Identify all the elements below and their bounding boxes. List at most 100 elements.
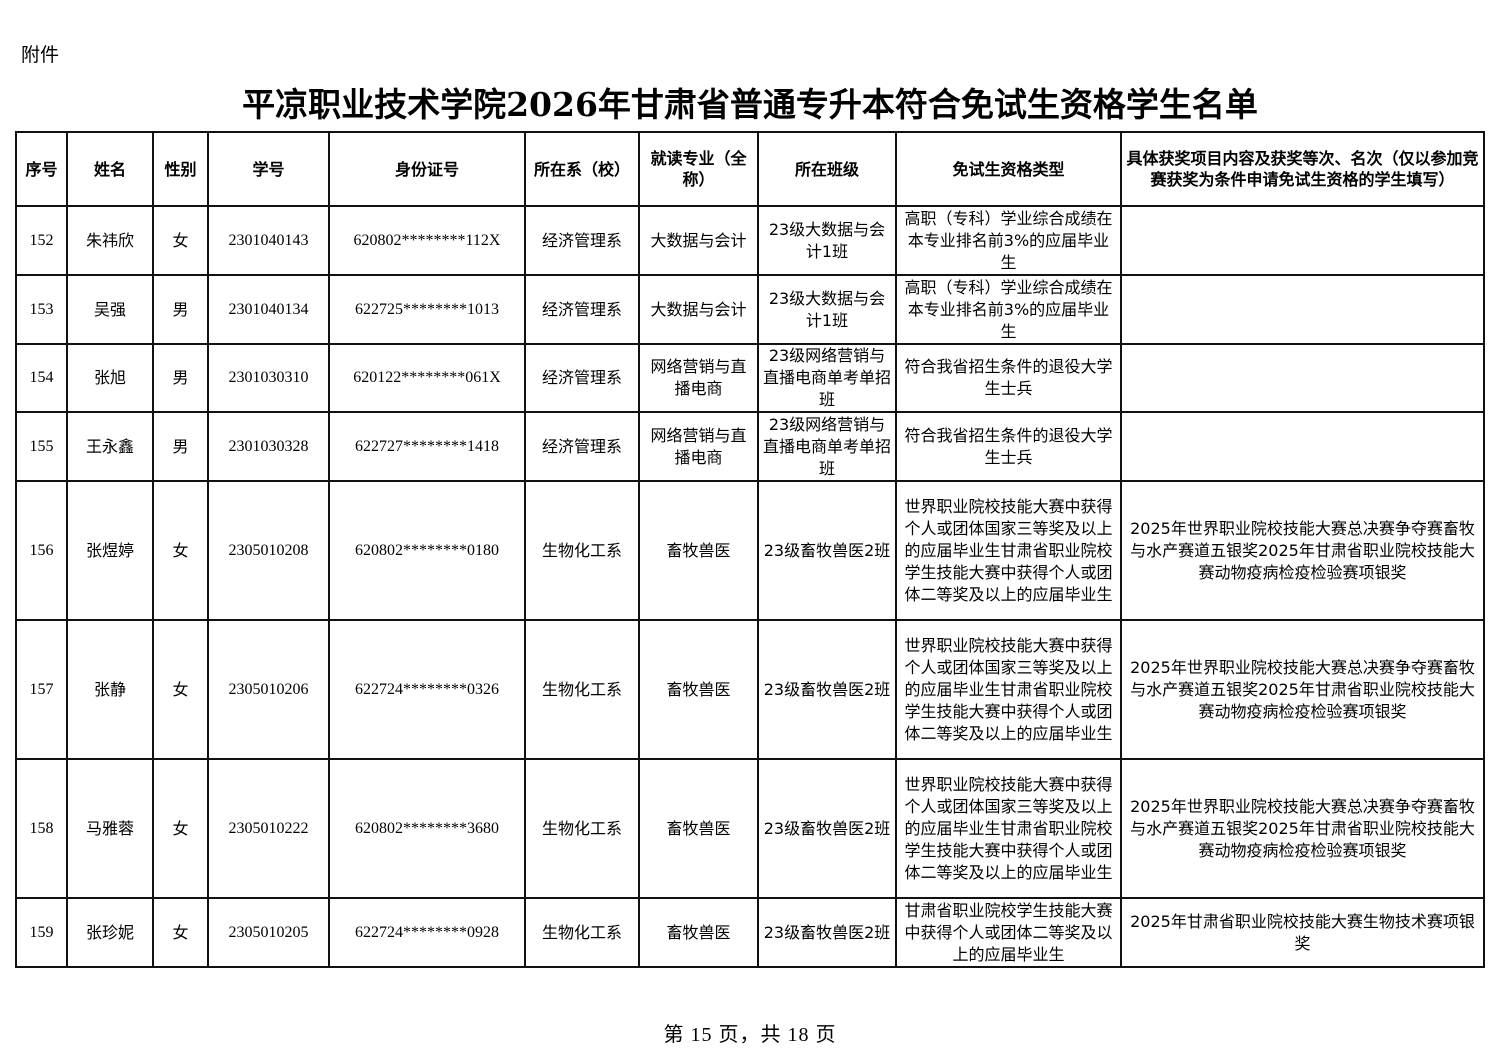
cell-student-id: 2301030310: [207, 343, 330, 413]
cell-seq: 153: [15, 274, 68, 345]
cell-id-number: 620802********3680: [328, 758, 526, 899]
cell-gender: 女: [152, 205, 209, 276]
cell-qualification-type: 世界职业院校技能大赛中获得个人或团体国家三等奖及以上的应届毕业生甘肃省职业院校学…: [895, 758, 1122, 899]
cell-qualification-type: 高职（专科）学业综合成绩在本专业排名前3%的应届毕业生: [895, 205, 1122, 276]
header-col-gender: 性别: [152, 131, 209, 207]
header-col-id-number: 身份证号: [328, 131, 526, 207]
cell-class: 23级网络营销与直播电商单考单招班: [757, 343, 897, 413]
cell-class: 23级畜牧兽医2班: [757, 897, 897, 968]
cell-department: 生物化工系: [524, 619, 640, 760]
header-col-major: 就读专业（全称）: [638, 131, 759, 207]
cell-major: 畜牧兽医: [638, 480, 759, 621]
cell-qualification-type: 世界职业院校技能大赛中获得个人或团体国家三等奖及以上的应届毕业生甘肃省职业院校学…: [895, 480, 1122, 621]
cell-major: 畜牧兽医: [638, 758, 759, 899]
cell-department: 经济管理系: [524, 274, 640, 345]
header-col-department: 所在系（校）: [524, 131, 640, 207]
cell-award-details: [1120, 205, 1485, 276]
table-row: 155 王永鑫男 2301030328 622727********1418 经济管理系…: [15, 411, 1485, 482]
cell-department: 经济管理系: [524, 343, 640, 413]
cell-major: 大数据与会计: [638, 274, 759, 345]
cell-class: 23级大数据与会计1班: [757, 205, 897, 276]
cell-major: 畜牧兽医: [638, 897, 759, 968]
table-row: 154 张旭男 2301030310 620122********061X 经济管理系网…: [15, 343, 1485, 413]
cell-id-number: 620122********061X: [328, 343, 526, 413]
cell-department: 生物化工系: [524, 897, 640, 968]
cell-major: 畜牧兽医: [638, 619, 759, 760]
table-row: 152 朱祎欣女 2301040143 620802********112X 经济管理系…: [15, 205, 1485, 276]
header-col-award-details: 具体获奖项目内容及获奖等次、名次（仅以参加竞赛获奖为条件申请免试生资格的学生填写…: [1120, 131, 1485, 207]
attachment-label: 附件: [21, 44, 60, 66]
cell-qualification-type: 符合我省招生条件的退役大学生士兵: [895, 343, 1122, 413]
header-col-class: 所在班级: [757, 131, 897, 207]
cell-seq: 156: [15, 480, 68, 621]
cell-name: 吴强: [66, 274, 154, 345]
cell-gender: 女: [152, 758, 209, 899]
cell-name: 张旭: [66, 343, 154, 413]
header-col-student-id: 学号: [207, 131, 330, 207]
cell-award-details: [1120, 411, 1485, 482]
cell-class: 23级畜牧兽医2班: [757, 619, 897, 760]
table-row: 153 吴强男 2301040134 622725********1013 经济管理系大…: [15, 274, 1485, 345]
cell-department: 生物化工系: [524, 480, 640, 621]
cell-seq: 157: [15, 619, 68, 760]
cell-qualification-type: 甘肃省职业院校学生技能大赛中获得个人或团体二等奖及以上的应届毕业生: [895, 897, 1122, 968]
cell-award-details: 2025年甘肃省职业院校技能大赛生物技术赛项银奖: [1120, 897, 1485, 968]
cell-id-number: 622724********0326: [328, 619, 526, 760]
cell-award-details: [1120, 343, 1485, 413]
cell-student-id: 2305010208: [207, 480, 330, 621]
cell-award-details: 2025年世界职业院校技能大赛总决赛争夺赛畜牧与水产赛道五银奖2025年甘肃省职…: [1120, 480, 1485, 621]
cell-id-number: 620802********112X: [328, 205, 526, 276]
table-row: 156 张煜婷女 2305010208 620802********0180 生物化工系…: [15, 480, 1485, 621]
header-col-name: 姓名: [66, 131, 154, 207]
cell-id-number: 622724********0928: [328, 897, 526, 968]
cell-gender: 女: [152, 480, 209, 621]
cell-qualification-type: 世界职业院校技能大赛中获得个人或团体国家三等奖及以上的应届毕业生甘肃省职业院校学…: [895, 619, 1122, 760]
cell-department: 经济管理系: [524, 205, 640, 276]
cell-qualification-type: 高职（专科）学业综合成绩在本专业排名前3%的应届毕业生: [895, 274, 1122, 345]
cell-seq: 159: [15, 897, 68, 968]
cell-department: 经济管理系: [524, 411, 640, 482]
cell-student-id: 2305010205: [207, 897, 330, 968]
cell-id-number: 622727********1418: [328, 411, 526, 482]
cell-name: 朱祎欣: [66, 205, 154, 276]
cell-department: 生物化工系: [524, 758, 640, 899]
cell-seq: 154: [15, 343, 68, 413]
table-row: 158 马雅蓉女 2305010222 620802********3680 生物化工系…: [15, 758, 1485, 899]
table-row: 159 张珍妮女 2305010205 622724********0928 生物化工系…: [15, 897, 1485, 968]
cell-name: 王永鑫: [66, 411, 154, 482]
table-header-row: 序号 姓名 性别 学号 身份证号 所在系（校） 就读专业（全称） 所在班级 免试生资格类型 具体获…: [15, 131, 1485, 207]
cell-student-id: 2301030328: [207, 411, 330, 482]
cell-student-id: 2301040134: [207, 274, 330, 345]
table-row: 157 张静女 2305010206 622724********0326 生物化工系畜…: [15, 619, 1485, 760]
cell-class: 23级大数据与会计1班: [757, 274, 897, 345]
cell-major: 网络营销与直播电商: [638, 411, 759, 482]
header-col-seq: 序号: [15, 131, 68, 207]
cell-student-id: 2305010206: [207, 619, 330, 760]
cell-seq: 155: [15, 411, 68, 482]
cell-gender: 男: [152, 343, 209, 413]
cell-id-number: 620802********0180: [328, 480, 526, 621]
cell-id-number: 622725********1013: [328, 274, 526, 345]
cell-seq: 152: [15, 205, 68, 276]
cell-award-details: 2025年世界职业院校技能大赛总决赛争夺赛畜牧与水产赛道五银奖2025年甘肃省职…: [1120, 758, 1485, 899]
cell-name: 张珍妮: [66, 897, 154, 968]
cell-gender: 男: [152, 411, 209, 482]
cell-major: 网络营销与直播电商: [638, 343, 759, 413]
cell-student-id: 2305010222: [207, 758, 330, 899]
cell-class: 23级畜牧兽医2班: [757, 480, 897, 621]
cell-name: 张静: [66, 619, 154, 760]
cell-award-details: [1120, 274, 1485, 345]
cell-award-details: 2025年世界职业院校技能大赛总决赛争夺赛畜牧与水产赛道五银奖2025年甘肃省职…: [1120, 619, 1485, 760]
cell-qualification-type: 符合我省招生条件的退役大学生士兵: [895, 411, 1122, 482]
cell-name: 张煜婷: [66, 480, 154, 621]
cell-class: 23级网络营销与直播电商单考单招班: [757, 411, 897, 482]
student-list-table: 序号 姓名 性别 学号 身份证号 所在系（校） 就读专业（全称） 所在班级 免试生资格类型 具体获…: [15, 131, 1485, 968]
cell-gender: 男: [152, 274, 209, 345]
cell-seq: 158: [15, 758, 68, 899]
page-footer: 第 15 页，共 18 页: [663, 1024, 837, 1046]
cell-class: 23级畜牧兽医2班: [757, 758, 897, 899]
cell-gender: 女: [152, 897, 209, 968]
cell-major: 大数据与会计: [638, 205, 759, 276]
header-col-qualification-type: 免试生资格类型: [895, 131, 1122, 207]
cell-gender: 女: [152, 619, 209, 760]
